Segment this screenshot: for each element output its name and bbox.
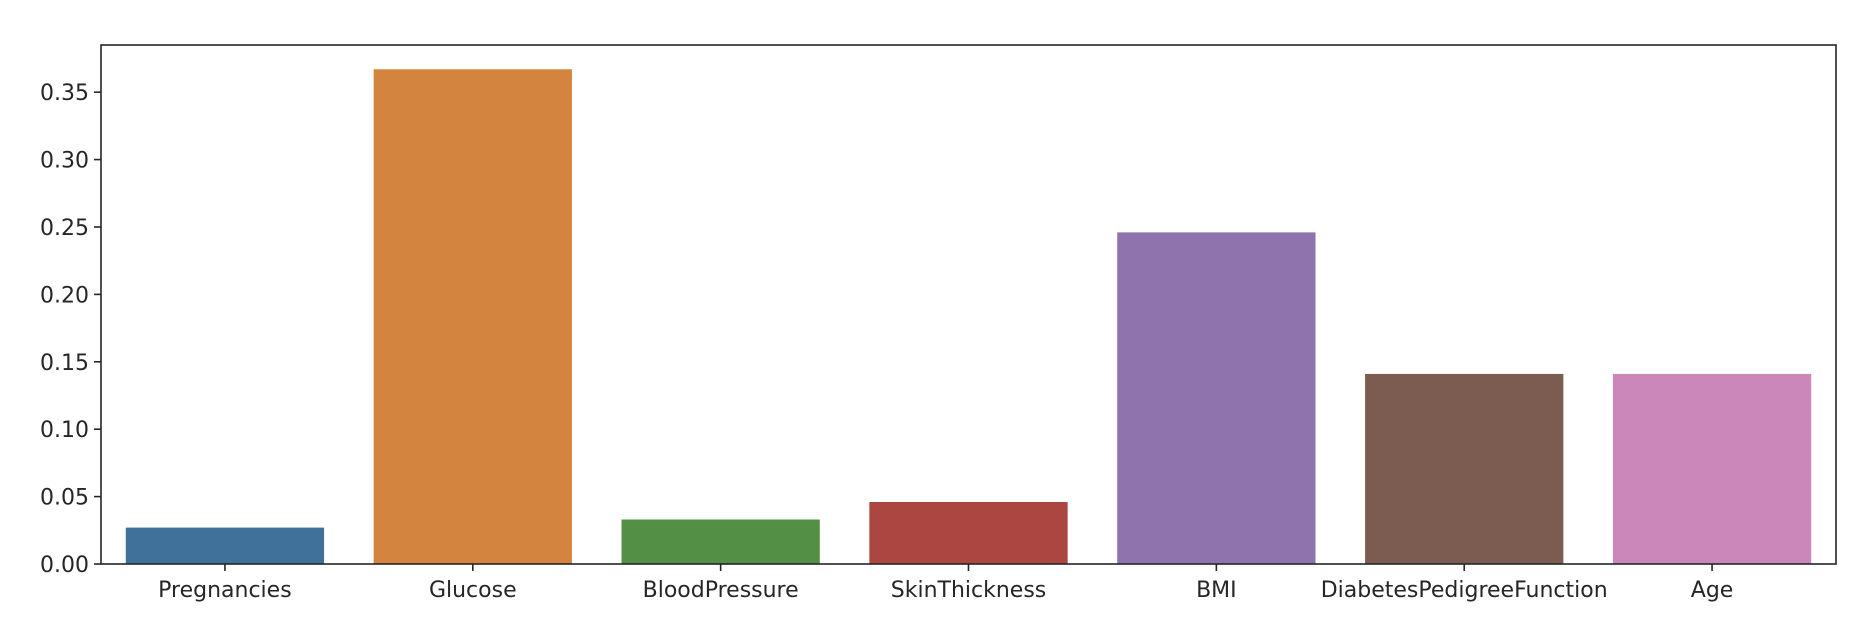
y-tick-label: 0.25 [40, 216, 89, 241]
y-tick-label: 0.20 [40, 283, 89, 308]
y-tick-label: 0.15 [40, 351, 89, 376]
bar-age [1612, 373, 1812, 564]
x-tick-label: Pregnancies [158, 578, 292, 603]
x-tick-label: SkinThickness [891, 578, 1047, 603]
bar-skinthickness [869, 501, 1068, 564]
bar-bmi [1117, 232, 1316, 565]
bar-glucose [373, 69, 572, 564]
x-tick-label: BMI [1196, 578, 1237, 603]
bar-diabetespedigreefunction [1365, 373, 1564, 564]
x-tick-label: Glucose [429, 578, 517, 603]
y-tick-label: 0.35 [40, 81, 89, 106]
plot-frame [100, 44, 1837, 565]
y-tick-label: 0.30 [40, 149, 89, 174]
x-tick-label: DiabetesPedigreeFunction [1321, 578, 1608, 603]
x-tick-label: BloodPressure [643, 578, 799, 603]
bar-bloodpressure [621, 519, 820, 564]
bar-pregnancies [125, 527, 325, 564]
y-tick-label: 0.00 [40, 553, 89, 578]
y-tick-label: 0.05 [40, 486, 89, 511]
x-tick-label: Age [1691, 578, 1734, 603]
y-tick-label: 0.10 [40, 418, 89, 443]
